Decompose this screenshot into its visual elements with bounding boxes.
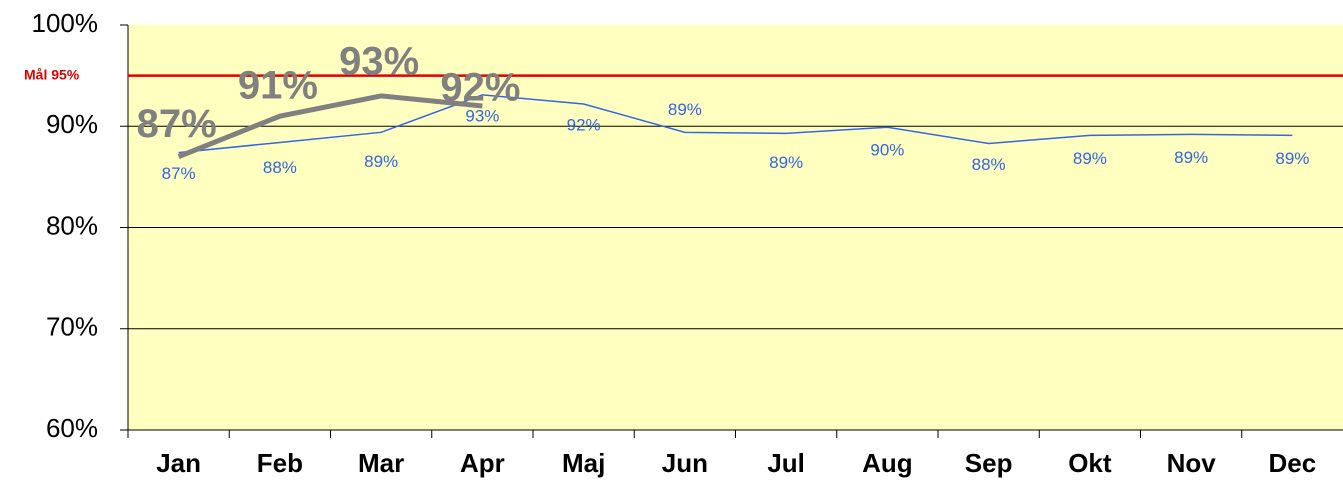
y-tick-label: 70% <box>46 312 98 342</box>
data-label: 89% <box>364 152 398 171</box>
y-tick-label: 90% <box>46 109 98 139</box>
data-label: 91% <box>238 64 318 108</box>
data-label: 89% <box>1174 148 1208 167</box>
x-tick-label: Okt <box>1068 448 1112 478</box>
data-label: 88% <box>972 155 1006 174</box>
data-label: 93% <box>465 106 499 125</box>
x-tick-label: Sep <box>965 448 1013 478</box>
x-tick-label: Dec <box>1269 448 1317 478</box>
data-label: 89% <box>1073 149 1107 168</box>
data-label: 87% <box>162 164 196 183</box>
x-tick-label: Jul <box>767 448 805 478</box>
x-tick-label: Apr <box>460 448 505 478</box>
target-label: Mål 95% <box>24 66 80 82</box>
y-tick-label: 80% <box>46 210 98 240</box>
x-tick-label: Aug <box>862 448 913 478</box>
data-label: 92% <box>440 66 520 110</box>
y-tick-label: 100% <box>32 8 99 38</box>
data-label: 92% <box>567 115 601 134</box>
x-tick-label: Jun <box>662 448 708 478</box>
data-label: 89% <box>668 100 702 119</box>
data-label: 93% <box>339 39 419 83</box>
data-label: 89% <box>1275 149 1309 168</box>
series-line <box>177 93 483 159</box>
x-tick-label: Feb <box>257 448 303 478</box>
data-label: 87% <box>137 102 217 146</box>
x-tick-label: Mar <box>358 448 404 478</box>
x-tick-label: Maj <box>562 448 605 478</box>
y-tick-label: 60% <box>46 413 98 443</box>
x-tick-label: Nov <box>1167 448 1217 478</box>
series-line <box>178 94 1293 154</box>
x-tick-label: Jan <box>156 448 201 478</box>
data-label: 90% <box>870 141 904 160</box>
data-label: 89% <box>769 153 803 172</box>
data-label: 88% <box>263 158 297 177</box>
